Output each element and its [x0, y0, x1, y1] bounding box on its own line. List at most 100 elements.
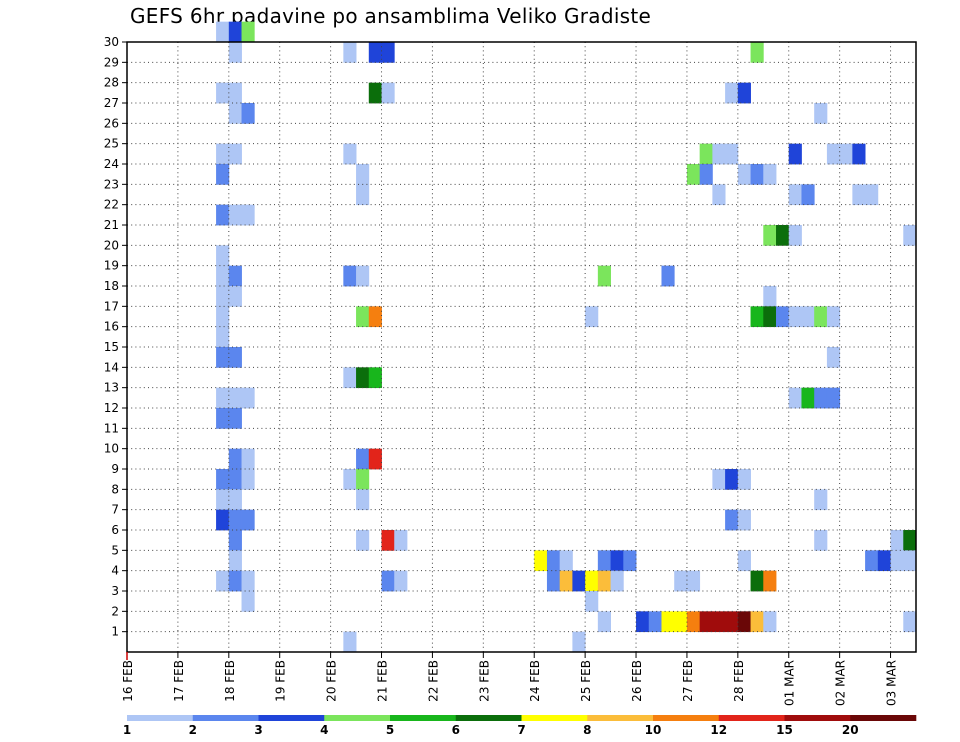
x-tick-label: 20 FEB — [325, 660, 339, 702]
x-axis: 16 FEB 17 FEB 18 FEB 19 FEB 20 FEB 21 FEB 22 F… — [121, 652, 899, 706]
heatmap-cell — [788, 225, 802, 246]
y-tick-label: 7 — [111, 503, 119, 517]
heatmap-cell — [228, 387, 242, 409]
heatmap-cell — [763, 306, 777, 328]
y-tick-label: 10 — [104, 442, 119, 456]
heatmap-cell — [725, 143, 739, 165]
heatmap-cell — [241, 387, 255, 409]
heatmap-cell — [368, 306, 382, 328]
heatmap-cell — [585, 306, 599, 328]
heatmap-cell — [750, 611, 764, 633]
x-tick-label: 17 FEB — [172, 660, 186, 702]
heatmap-cell — [636, 611, 650, 633]
colorbar-segment — [324, 715, 391, 721]
heatmap-cell — [839, 143, 853, 165]
heatmap-cell — [356, 367, 370, 389]
y-tick-label: 8 — [111, 482, 119, 496]
heatmap-cell — [216, 245, 230, 267]
colorbar-segment — [850, 715, 917, 721]
heatmap-cell — [356, 184, 370, 206]
heatmap-cell — [788, 387, 802, 409]
y-tick-label: 11 — [104, 421, 119, 435]
heatmap-cell — [356, 164, 370, 185]
heatmap-cell — [228, 489, 242, 511]
y-tick-label: 20 — [104, 238, 119, 252]
heatmap-cell — [585, 591, 599, 612]
y-tick-label: 3 — [111, 584, 119, 598]
heatmap-cell — [737, 469, 751, 490]
heatmap-cell — [674, 570, 688, 592]
heatmap-cell — [890, 530, 904, 551]
heatmap-cell — [368, 367, 382, 389]
heatmap-cell — [381, 570, 395, 592]
heatmap-cell — [241, 103, 255, 124]
y-tick-label: 19 — [104, 259, 119, 273]
heatmap-cell — [356, 489, 370, 511]
heatmap-cell — [216, 469, 230, 490]
x-tick-label: 19 FEB — [274, 660, 288, 702]
heatmap-cell — [216, 509, 230, 531]
heatmap-cell — [572, 631, 586, 653]
heatmap-cell — [610, 550, 624, 572]
heatmap-cell — [801, 387, 815, 409]
x-tick-label: 16 FEB — [121, 660, 135, 702]
heatmap-cell — [216, 570, 230, 592]
heatmap-cell — [725, 469, 739, 490]
heatmap-cell — [712, 611, 726, 633]
heatmap-cell — [241, 591, 255, 612]
x-tick-label: 27 FEB — [681, 660, 695, 702]
heatmap-cell — [559, 550, 573, 572]
heatmap-cell — [241, 204, 255, 226]
colorbar-label: 2 — [189, 723, 197, 737]
colorbar-label: 8 — [583, 723, 591, 737]
heatmap-cell — [228, 570, 242, 592]
heatmap-cell — [216, 204, 230, 226]
heatmap-cell — [814, 387, 828, 409]
heatmap-cell — [228, 265, 242, 287]
heatmap-cell — [546, 570, 561, 592]
heatmap-cell — [623, 550, 637, 572]
heatmap-cell — [585, 570, 599, 592]
heatmap-cell — [381, 82, 395, 104]
x-tick-label: 21 FEB — [376, 660, 390, 702]
y-tick-label: 29 — [104, 55, 119, 69]
heatmap-cell — [216, 164, 230, 185]
y-tick-label: 22 — [104, 198, 119, 212]
heatmap-cell — [559, 570, 573, 592]
heatmap-cell — [356, 306, 370, 328]
heatmap-cell — [343, 631, 357, 653]
heatmap-cell — [737, 164, 751, 185]
colorbar-label: 3 — [254, 723, 262, 737]
heatmap-cell — [381, 42, 395, 63]
heatmap-cell — [216, 326, 230, 348]
heatmap-cell — [241, 509, 255, 531]
heatmap-cell — [216, 82, 230, 104]
heatmap-cell — [814, 530, 828, 551]
heatmap-cell — [228, 530, 242, 551]
y-tick-label: 27 — [104, 96, 119, 110]
x-tick-label: 25 FEB — [579, 660, 593, 702]
colorbar-label: 7 — [517, 723, 525, 737]
heatmap-cell — [725, 509, 739, 531]
heatmap-cell — [216, 143, 230, 165]
heatmap-cell — [356, 265, 370, 287]
heatmap-cell — [228, 286, 242, 307]
x-tick-label: 01 MAR — [783, 660, 797, 706]
heatmap-cell — [674, 611, 688, 633]
heatmap-cell — [356, 448, 370, 470]
heatmap-cell — [750, 306, 764, 328]
heatmap-cell — [394, 570, 408, 592]
y-tick-label: 26 — [104, 116, 119, 130]
heatmap-cell — [699, 143, 713, 165]
heatmap-cell — [877, 550, 891, 572]
heatmap-cell — [750, 42, 764, 63]
heatmap-cell — [750, 164, 764, 185]
colorbar-segment — [192, 715, 259, 721]
heatmap-cell — [712, 143, 726, 165]
x-tick-label: 03 MAR — [885, 660, 899, 706]
heatmap-cell — [368, 448, 382, 470]
colorbar-segment — [718, 715, 785, 721]
heatmap-cell — [610, 570, 624, 592]
y-tick-label: 9 — [111, 462, 119, 476]
